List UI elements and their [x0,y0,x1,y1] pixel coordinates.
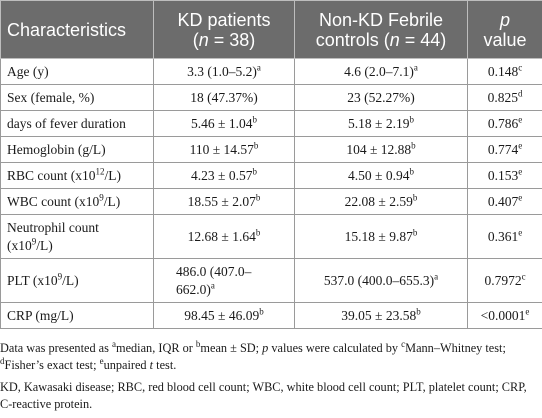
kd-value: 110 ± 14.57b [154,137,295,163]
row-label: Neutrophil count(x109/L) [1,215,154,259]
p-value: 0.153e [468,163,542,189]
table-row: Age (y) 3.3 (1.0–5.2)a 4.6 (2.0–7.1)a 0.… [1,59,542,85]
footnote-abbreviations: KD, Kawasaki disease; RBC, red blood cel… [0,379,542,413]
table-row: RBC count (x1012/L) 4.23 ± 0.57b 4.50 ± … [1,163,542,189]
table-row: Hemoglobin (g/L) 110 ± 14.57b 104 ± 12.8… [1,137,542,163]
row-label: CRP (mg/L) [1,303,154,329]
row-label: Hemoglobin (g/L) [1,137,154,163]
non-kd-value: 39.05 ± 23.58b [295,303,468,329]
p-value: 0.786e [468,111,542,137]
kd-value: 486.0 (407.0–662.0)a [154,259,295,303]
header-kd-patients: KD patients (n = 38) [154,1,295,59]
non-kd-value: 537.0 (400.0–655.3)a [295,259,468,303]
p-value: 0.361e [468,215,542,259]
row-label: days of fever duration [1,111,154,137]
table-footnotes: Data was presented as amedian, IQR or bm… [0,340,542,418]
row-label: PLT (x109/L) [1,259,154,303]
p-value: 0.148c [468,59,542,85]
kd-value: 98.45 ± 46.09b [154,303,295,329]
non-kd-value: 4.50 ± 0.94b [295,163,468,189]
kd-value: 18 (47.37%) [154,85,295,111]
table-row: days of fever duration 5.46 ± 1.04b 5.18… [1,111,542,137]
non-kd-value: 22.08 ± 2.59b [295,189,468,215]
p-value: 0.774e [468,137,542,163]
kd-value: 3.3 (1.0–5.2)a [154,59,295,85]
header-characteristics: Characteristics [1,1,154,59]
row-label: Sex (female, %) [1,85,154,111]
row-label: WBC count (x109/L) [1,189,154,215]
characteristics-table: Characteristics KD patients (n = 38) Non… [0,0,542,329]
table-row: WBC count (x109/L) 18.55 ± 2.07b 22.08 ±… [1,189,542,215]
row-label: Age (y) [1,59,154,85]
p-value: 0.825d [468,85,542,111]
table-header: Characteristics KD patients (n = 38) Non… [1,1,542,59]
kd-value: 18.55 ± 2.07b [154,189,295,215]
non-kd-value: 15.18 ± 9.87b [295,215,468,259]
table-row: PLT (x109/L) 486.0 (407.0–662.0)a 537.0 … [1,259,542,303]
p-value: <0.0001e [468,303,542,329]
non-kd-value: 104 ± 12.88b [295,137,468,163]
kd-value: 4.23 ± 0.57b [154,163,295,189]
table-row: Neutrophil count(x109/L) 12.68 ± 1.64b 1… [1,215,542,259]
row-label: RBC count (x1012/L) [1,163,154,189]
p-value: 0.7972c [468,259,542,303]
table-row: CRP (mg/L) 98.45 ± 46.09b 39.05 ± 23.58b… [1,303,542,329]
kd-value: 12.68 ± 1.64b [154,215,295,259]
non-kd-value: 23 (52.27%) [295,85,468,111]
footnote-statistics: Data was presented as amedian, IQR or bm… [0,340,542,374]
non-kd-value: 4.6 (2.0–7.1)a [295,59,468,85]
kd-value: 5.46 ± 1.04b [154,111,295,137]
header-p-value: p value [468,1,542,59]
header-non-kd-controls: Non-KD Febrile controls (n = 44) [295,1,468,59]
table-row: Sex (female, %) 18 (47.37%) 23 (52.27%) … [1,85,542,111]
p-value: 0.407e [468,189,542,215]
non-kd-value: 5.18 ± 2.19b [295,111,468,137]
